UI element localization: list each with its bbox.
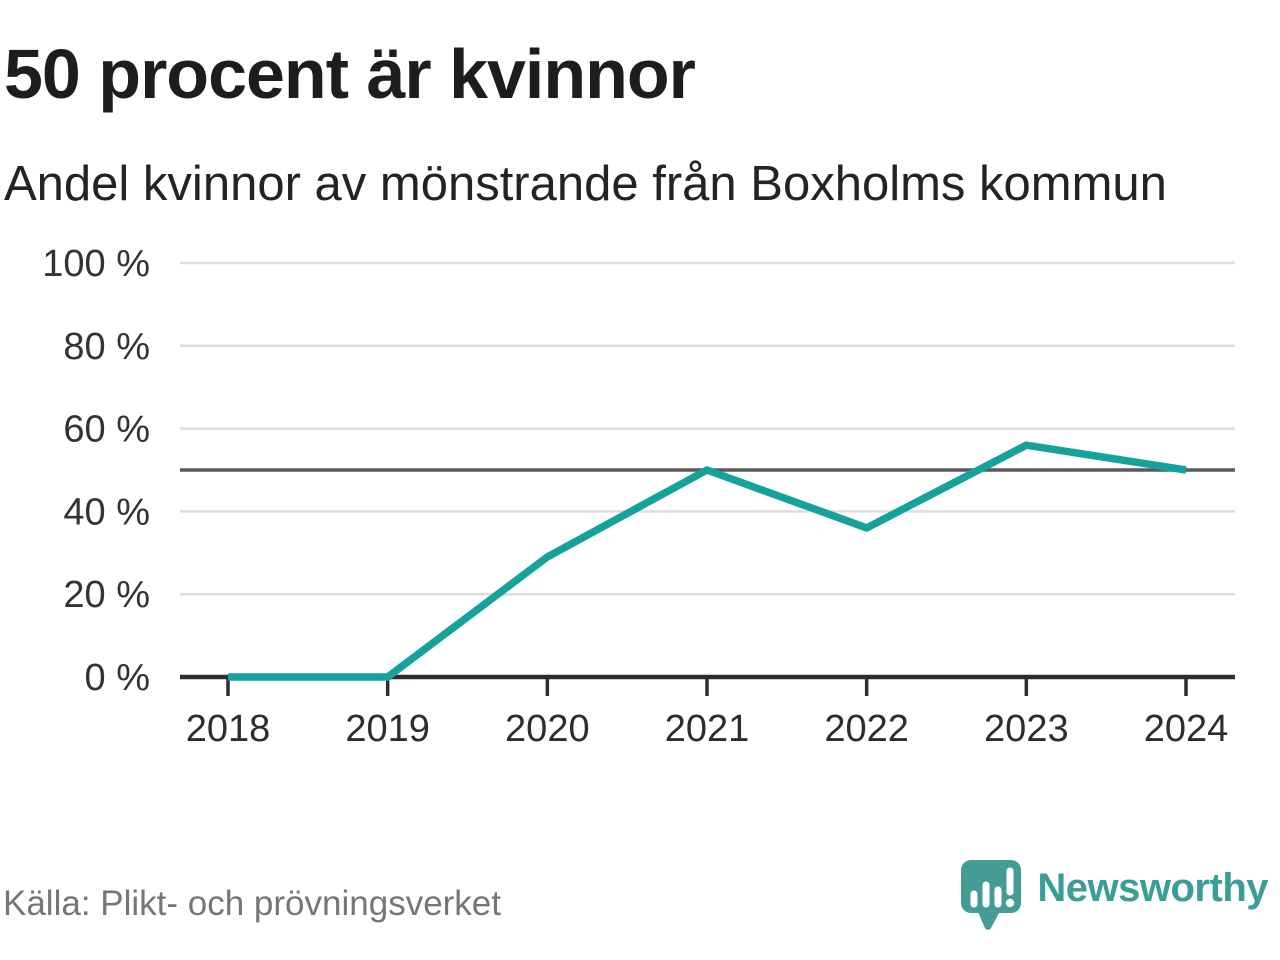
x-tick-label: 2024 — [1144, 708, 1229, 750]
data-line-series — [228, 441, 1187, 681]
chart-subtitle: Andel kvinnor av mönstrande från Boxholm… — [4, 157, 1167, 211]
y-tick-label: 100 % — [42, 243, 150, 285]
x-tick-label: 2019 — [345, 708, 430, 750]
y-tick-label: 80 % — [63, 326, 150, 368]
source-text: Källa: Plikt- och prövningsverket — [3, 884, 501, 923]
newsworthy-bubble-icon — [961, 860, 1022, 930]
logo-bars-icon — [970, 867, 1015, 908]
y-tick-label: 40 % — [63, 491, 150, 533]
x-tick-label: 2020 — [505, 708, 590, 750]
chart-title: 50 procent är kvinnor — [4, 35, 696, 113]
y-tick-label: 20 % — [63, 574, 150, 616]
y-tick-label: 60 % — [63, 409, 150, 451]
x-tick-label: 2021 — [665, 708, 750, 750]
newsworthy-logo: Newsworthy — [959, 858, 1268, 934]
x-tick-label: 2023 — [984, 708, 1069, 750]
x-tick-label: 2018 — [186, 708, 271, 750]
x-tick-label: 2022 — [824, 708, 909, 750]
newsworthy-wordmark: Newsworthy — [1037, 865, 1268, 910]
y-tick-label: 0 % — [85, 657, 150, 699]
